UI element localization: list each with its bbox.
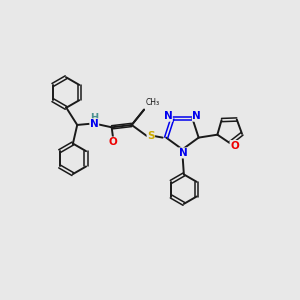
Text: S: S bbox=[147, 131, 154, 141]
Text: N: N bbox=[193, 111, 201, 121]
Text: N: N bbox=[178, 148, 188, 158]
Text: N: N bbox=[164, 111, 172, 121]
Text: H: H bbox=[90, 113, 98, 124]
Text: O: O bbox=[109, 137, 118, 147]
Text: CH₃: CH₃ bbox=[146, 98, 160, 107]
Text: N: N bbox=[90, 119, 99, 129]
Text: O: O bbox=[230, 141, 239, 151]
